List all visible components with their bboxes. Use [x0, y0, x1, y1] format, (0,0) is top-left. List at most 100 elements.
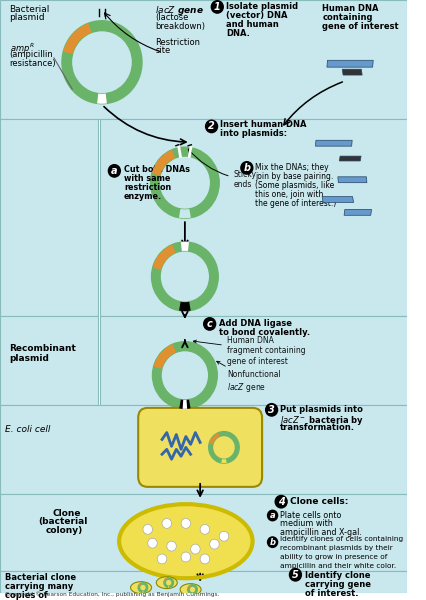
Wedge shape: [178, 209, 190, 218]
Text: a: a: [111, 166, 118, 176]
Text: ampicillin and their white color.: ampicillin and their white color.: [279, 563, 395, 569]
Text: to bond covalently.: to bond covalently.: [219, 328, 310, 337]
Circle shape: [210, 0, 224, 14]
Circle shape: [204, 119, 218, 133]
FancyBboxPatch shape: [0, 119, 98, 316]
Circle shape: [107, 164, 121, 178]
Polygon shape: [315, 140, 351, 146]
Text: enzyme.: enzyme.: [124, 191, 161, 200]
Wedge shape: [97, 94, 106, 104]
Text: Put plasmids into: Put plasmids into: [279, 405, 362, 414]
Text: restriction: restriction: [124, 182, 171, 191]
Text: 5: 5: [291, 570, 298, 580]
Text: ability to grow in presence of: ability to grow in presence of: [279, 554, 387, 560]
Wedge shape: [168, 586, 169, 587]
FancyBboxPatch shape: [0, 571, 406, 593]
Text: (bacterial: (bacterial: [38, 517, 87, 526]
Text: Human DNA
fragment containing
gene of interest: Human DNA fragment containing gene of in…: [193, 336, 305, 365]
Text: breakdown): breakdown): [155, 22, 205, 31]
Text: Identify clones of cells containing: Identify clones of cells containing: [279, 536, 403, 542]
Text: a: a: [269, 511, 275, 520]
Polygon shape: [339, 156, 360, 161]
Ellipse shape: [147, 595, 167, 600]
Text: 3: 3: [268, 405, 274, 415]
Circle shape: [202, 317, 216, 331]
Wedge shape: [153, 344, 176, 369]
Text: Nonfunctional
$lacZ$ gene: Nonfunctional $lacZ$ gene: [216, 361, 280, 394]
Text: with same: with same: [124, 174, 170, 183]
Circle shape: [274, 495, 287, 509]
Text: Bacterial clone: Bacterial clone: [5, 573, 76, 582]
Text: copies of: copies of: [5, 590, 47, 599]
Circle shape: [181, 518, 190, 529]
Text: into plasmids:: into plasmids:: [220, 130, 287, 139]
Wedge shape: [191, 593, 193, 595]
Text: (vector) DNA: (vector) DNA: [225, 11, 287, 20]
Wedge shape: [164, 578, 167, 582]
Circle shape: [239, 161, 253, 175]
Circle shape: [266, 509, 278, 521]
Wedge shape: [187, 585, 191, 589]
Wedge shape: [182, 400, 187, 409]
Text: this one, join with: this one, join with: [255, 190, 323, 199]
Text: the gene of interest.): the gene of interest.): [255, 199, 336, 208]
Text: DNA.: DNA.: [225, 29, 249, 38]
Text: Copyright © Pearson Education, Inc., publishing as Benjamin Cummings.: Copyright © Pearson Education, Inc., pub…: [5, 592, 219, 597]
Text: Mix the DNAs; they: Mix the DNAs; they: [255, 163, 328, 172]
Text: medium with: medium with: [279, 520, 332, 529]
Wedge shape: [221, 459, 226, 463]
Circle shape: [200, 524, 209, 534]
Polygon shape: [326, 60, 372, 67]
Text: (Some plasmids, like: (Some plasmids, like: [255, 181, 334, 190]
Circle shape: [288, 568, 302, 581]
FancyBboxPatch shape: [0, 405, 406, 494]
Text: Insert human DNA: Insert human DNA: [220, 121, 306, 130]
Wedge shape: [180, 242, 189, 251]
Text: resistance): resistance): [9, 59, 56, 68]
Polygon shape: [343, 209, 371, 215]
Circle shape: [167, 541, 176, 551]
Wedge shape: [138, 583, 141, 587]
Text: Restriction: Restriction: [155, 38, 200, 47]
Text: E. coli cell: E. coli cell: [5, 425, 50, 434]
Text: Plate cells onto: Plate cells onto: [279, 511, 341, 520]
Wedge shape: [154, 596, 158, 599]
Text: plasmid: plasmid: [9, 13, 45, 22]
Text: carrying gene: carrying gene: [304, 580, 370, 589]
Text: Sticky
ends: Sticky ends: [188, 149, 256, 189]
FancyBboxPatch shape: [0, 0, 406, 119]
Text: (ampicillin: (ampicillin: [9, 50, 53, 59]
Circle shape: [157, 554, 167, 564]
Circle shape: [147, 538, 157, 548]
Text: of interest.: of interest.: [304, 589, 358, 598]
Ellipse shape: [156, 577, 177, 589]
Text: plasmid: plasmid: [9, 353, 49, 362]
Text: containing: containing: [321, 13, 372, 22]
Wedge shape: [183, 596, 186, 599]
Text: Cut both DNAs: Cut both DNAs: [124, 165, 190, 174]
FancyBboxPatch shape: [138, 408, 262, 487]
Text: join by base pairing.: join by base pairing.: [255, 172, 333, 181]
Circle shape: [181, 552, 190, 562]
Text: b: b: [269, 538, 275, 547]
Ellipse shape: [119, 504, 252, 578]
Circle shape: [190, 544, 200, 554]
Text: c: c: [206, 319, 212, 329]
Text: Add DNA ligase: Add DNA ligase: [219, 319, 291, 328]
Text: colony): colony): [46, 526, 83, 535]
Text: Isolate plasmid: Isolate plasmid: [225, 2, 297, 11]
Text: Identify clone: Identify clone: [304, 571, 370, 580]
Circle shape: [200, 554, 209, 564]
Text: Human DNA: Human DNA: [321, 4, 378, 13]
Circle shape: [143, 524, 152, 534]
Polygon shape: [342, 69, 361, 75]
Text: $lacZ$ gene: $lacZ$ gene: [155, 4, 204, 17]
Text: $lacZ^-$ bacteria by: $lacZ^-$ bacteria by: [279, 414, 363, 427]
Text: Bacterial: Bacterial: [9, 5, 50, 14]
FancyBboxPatch shape: [0, 494, 406, 571]
Text: (lactose: (lactose: [155, 13, 188, 22]
Ellipse shape: [180, 584, 201, 596]
Text: Recombinant: Recombinant: [9, 344, 76, 353]
FancyBboxPatch shape: [100, 316, 426, 405]
Ellipse shape: [175, 595, 196, 600]
